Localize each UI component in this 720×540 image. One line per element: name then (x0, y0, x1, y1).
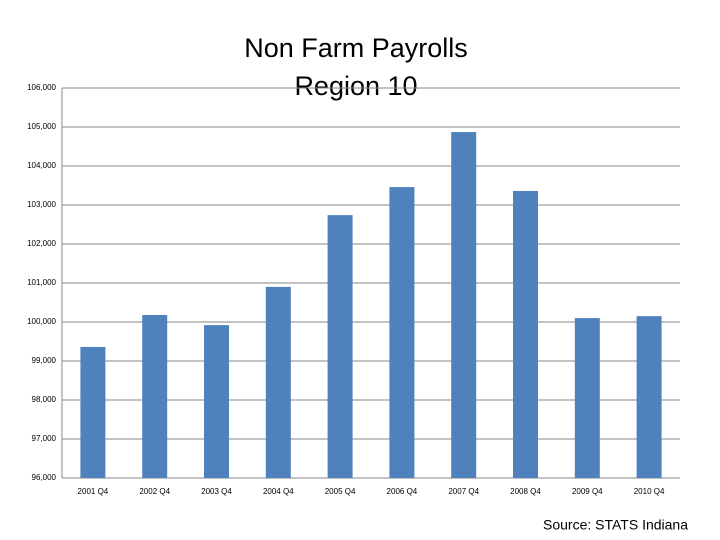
x-tick-label: 2010 Q4 (634, 487, 665, 496)
bar (451, 132, 477, 478)
x-tick-label: 2001 Q4 (78, 487, 109, 496)
chart-title: Region 10 (294, 71, 417, 101)
x-tick-label: 2007 Q4 (448, 487, 479, 496)
bar (80, 346, 106, 478)
bar (574, 318, 600, 478)
x-tick-label: 2004 Q4 (263, 487, 294, 496)
x-tick-label: 2009 Q4 (572, 487, 603, 496)
y-tick-label: 96,000 (32, 473, 57, 482)
y-tick-label: 99,000 (32, 356, 57, 365)
y-tick-label: 106,000 (27, 83, 56, 92)
x-tick-label: 2003 Q4 (201, 487, 232, 496)
chart-title: Non Farm Payrolls (244, 33, 468, 63)
y-tick-label: 102,000 (27, 239, 56, 248)
x-tick-label: 2008 Q4 (510, 487, 541, 496)
source-note: Source: STATS Indiana (543, 517, 688, 533)
x-tick-label: 2006 Q4 (387, 487, 418, 496)
y-tick-label: 100,000 (27, 317, 56, 326)
x-tick-label: 2002 Q4 (139, 487, 170, 496)
bar (142, 314, 168, 478)
bar (389, 187, 415, 478)
bar (327, 215, 353, 478)
bar (265, 286, 291, 478)
y-tick-label: 103,000 (27, 200, 56, 209)
bar (513, 190, 538, 478)
y-tick-label: 98,000 (32, 395, 57, 404)
bar (204, 325, 229, 478)
y-tick-label: 97,000 (32, 434, 57, 443)
bar (636, 316, 662, 478)
x-tick-label: 2005 Q4 (325, 487, 356, 496)
y-tick-label: 101,000 (27, 278, 56, 287)
y-tick-label: 105,000 (27, 122, 56, 131)
y-tick-label: 104,000 (27, 161, 56, 170)
